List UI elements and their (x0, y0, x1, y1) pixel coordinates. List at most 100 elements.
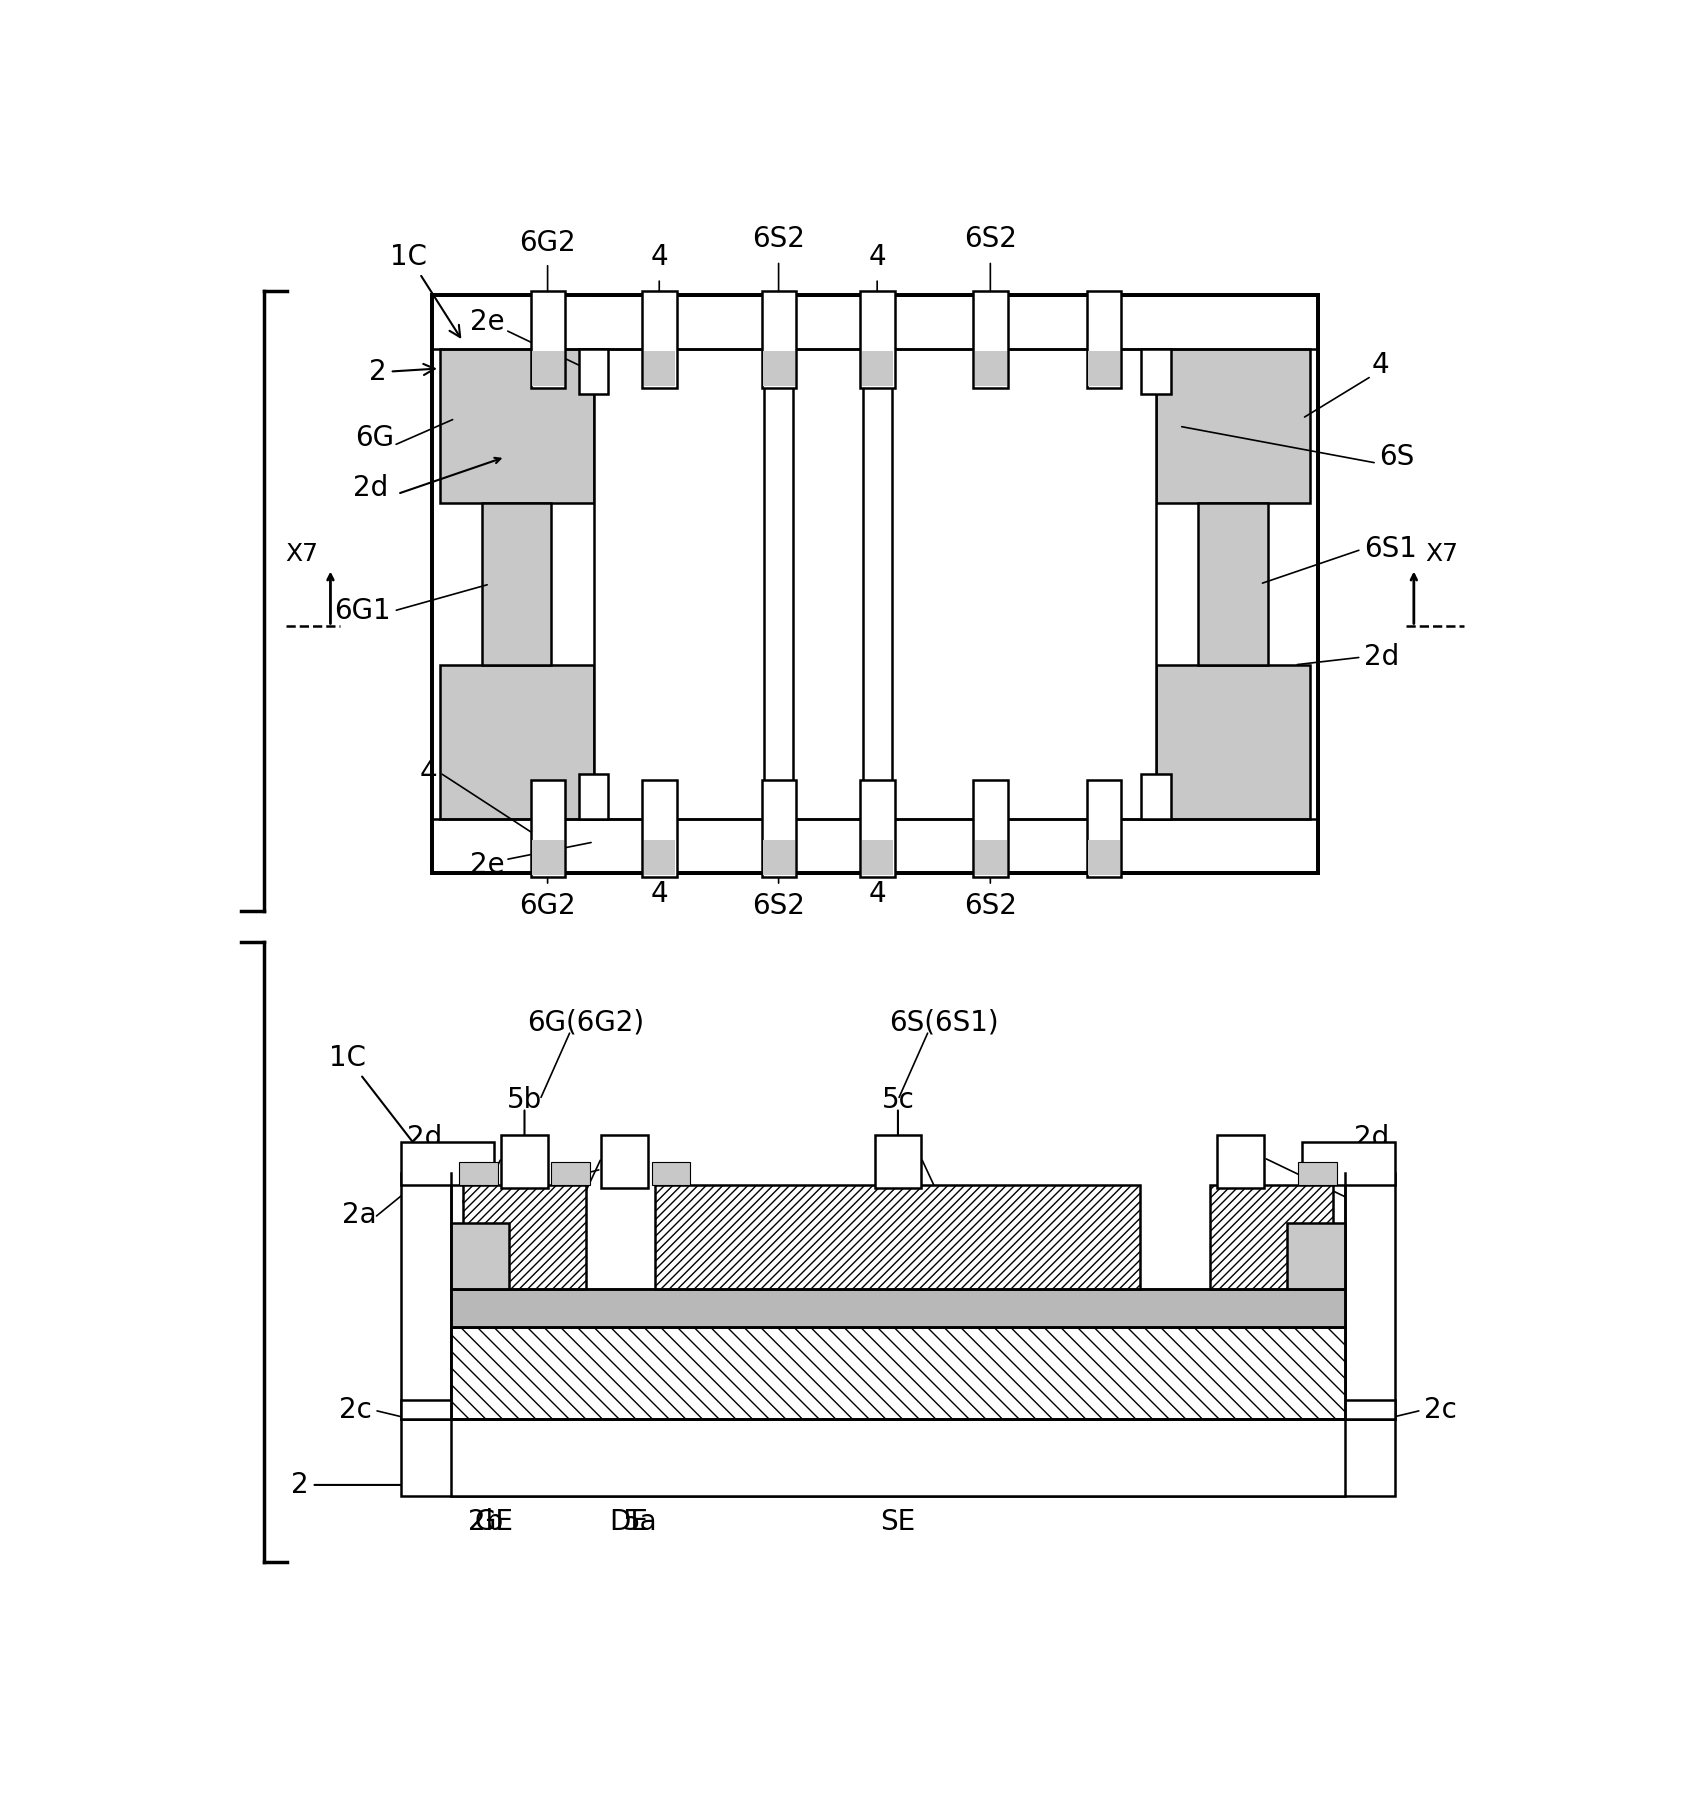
Bar (431, 295, 594, 873)
Text: 6S(6S1): 6S(6S1) (890, 1010, 998, 1037)
Bar (601, 1135, 647, 1188)
Bar (1156, 349, 1309, 504)
Text: 2d: 2d (1363, 644, 1399, 671)
Bar (440, 666, 594, 819)
Text: 2d: 2d (353, 473, 389, 502)
Text: 4: 4 (460, 1186, 477, 1213)
Bar (401, 1173, 452, 1419)
Bar (762, 840, 795, 875)
Text: 2b: 2b (469, 1508, 504, 1535)
Text: 4: 4 (944, 1186, 963, 1213)
Bar (1087, 291, 1121, 387)
Bar (1299, 1162, 1336, 1184)
Text: 1C: 1C (391, 242, 460, 337)
Text: 2e: 2e (470, 851, 504, 879)
Bar (452, 1222, 509, 1288)
Text: 3: 3 (1347, 1472, 1365, 1499)
Bar (501, 1135, 547, 1188)
Bar (531, 291, 565, 387)
Bar (975, 840, 1007, 875)
Text: 6S1: 6S1 (1363, 535, 1416, 564)
Bar (652, 1162, 689, 1184)
Bar (762, 780, 796, 877)
Bar (975, 351, 1007, 386)
Text: 6S2: 6S2 (964, 891, 1017, 920)
Bar (401, 1142, 494, 1184)
Bar (431, 295, 1318, 873)
Bar (1217, 1135, 1263, 1188)
Bar (864, 355, 890, 386)
Text: 7: 7 (1309, 1159, 1326, 1188)
Bar (1302, 1142, 1394, 1184)
Bar (594, 349, 1156, 819)
Bar (644, 840, 676, 875)
Bar (1345, 1173, 1394, 1419)
Text: 4: 4 (560, 1186, 577, 1213)
Bar (642, 780, 678, 877)
Bar (766, 784, 791, 815)
Bar (531, 351, 564, 386)
Bar (458, 1162, 498, 1184)
Bar (863, 840, 893, 875)
Bar (440, 349, 594, 504)
Bar (579, 775, 608, 819)
Text: 1C: 1C (329, 1044, 436, 1173)
Bar (1287, 1222, 1345, 1288)
Text: X7: X7 (1425, 542, 1459, 566)
Bar (766, 355, 791, 386)
Bar (861, 291, 895, 387)
Text: 4: 4 (1372, 351, 1389, 378)
Bar (1088, 840, 1119, 875)
Text: SE: SE (880, 1508, 915, 1535)
Text: 2d: 2d (1353, 1124, 1389, 1153)
Bar (861, 780, 895, 877)
Text: 6G2: 6G2 (520, 891, 576, 920)
Bar (1088, 351, 1119, 386)
Bar (642, 291, 678, 387)
Bar (762, 351, 795, 386)
Bar (464, 1184, 586, 1288)
Text: 2: 2 (370, 358, 435, 386)
Bar (440, 666, 594, 819)
Text: GR: GR (1352, 1242, 1392, 1270)
Text: 2c: 2c (1425, 1397, 1457, 1424)
Bar (1141, 349, 1170, 395)
Bar (874, 1135, 920, 1188)
Text: GE: GE (474, 1508, 513, 1535)
Bar (973, 780, 1009, 877)
Bar (431, 295, 1318, 873)
Text: 2: 2 (292, 1472, 443, 1499)
Text: 4: 4 (650, 880, 667, 908)
Text: 6S2: 6S2 (752, 891, 805, 920)
Text: X7: X7 (285, 542, 318, 566)
Text: 5a: 5a (623, 1508, 657, 1535)
Bar (401, 1419, 1394, 1497)
Bar (440, 349, 594, 504)
Text: 2c: 2c (338, 1397, 372, 1424)
Bar (1156, 666, 1309, 819)
Text: 6S2: 6S2 (752, 226, 805, 253)
Bar (501, 504, 567, 666)
Text: 6S2: 6S2 (964, 226, 1017, 253)
Bar (973, 291, 1009, 387)
Bar (762, 291, 796, 387)
Bar (452, 1328, 1345, 1419)
Text: 6S: 6S (1379, 444, 1414, 471)
Text: 7: 7 (601, 1159, 618, 1188)
Bar (452, 1288, 1345, 1328)
Bar (531, 840, 564, 875)
Text: DE: DE (610, 1508, 649, 1535)
Bar (531, 780, 565, 877)
Text: 5c: 5c (881, 1086, 915, 1113)
Text: 4: 4 (868, 880, 886, 908)
Text: 4: 4 (1363, 1186, 1380, 1213)
Bar (401, 1401, 1394, 1419)
Bar (655, 1184, 1141, 1288)
Text: 6G1: 6G1 (335, 597, 391, 626)
Bar (552, 1162, 589, 1184)
Bar (863, 351, 893, 386)
Bar (594, 349, 1156, 819)
Text: 6G2: 6G2 (520, 229, 576, 256)
Text: 6G: 6G (355, 424, 394, 451)
Text: 2a: 2a (341, 1201, 377, 1230)
